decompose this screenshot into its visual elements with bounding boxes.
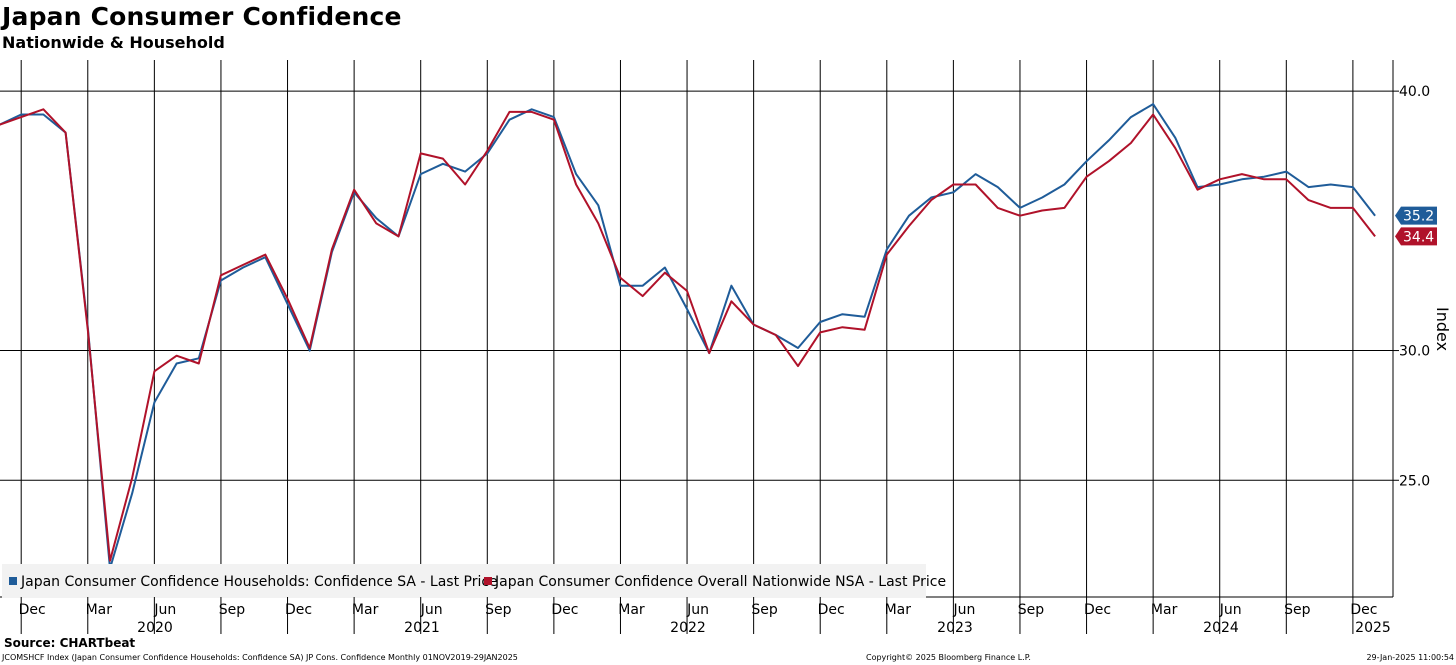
x-month-label: Mar: [618, 602, 645, 618]
x-axis-labels: Dec Mar Jun Sep Dec Mar Jun Sep Dec Mar Jun Sep Dec M…: [19, 597, 1391, 636]
x-month-label: Jun: [686, 602, 709, 618]
footer-copyright: Copyright© 2025 Bloomberg Finance L.P.: [866, 653, 1031, 662]
x-month-label: Jun: [153, 602, 176, 618]
last-value-labels: 35.2 34.4: [1395, 206, 1437, 246]
legend-swatch-nationwide: [484, 577, 492, 585]
legend-swatch-households: [9, 577, 17, 585]
x-year-label: 2020: [137, 620, 173, 636]
last-value-label: 34.4: [1403, 229, 1434, 245]
y-axis-label: Index: [1433, 307, 1452, 351]
x-month-label: Dec: [19, 602, 46, 618]
x-month-label: Dec: [1084, 602, 1111, 618]
last-value-label: 35.2: [1403, 209, 1434, 225]
x-month-label: Mar: [1151, 602, 1178, 618]
x-month-label: Sep: [751, 602, 778, 618]
x-year-label: 2021: [404, 620, 440, 636]
x-month-label: Sep: [1284, 602, 1311, 618]
horizontal-gridlines: [0, 90, 1393, 481]
x-month-label: Sep: [219, 602, 246, 618]
x-month-label: Dec: [285, 602, 312, 618]
legend-background: [2, 564, 926, 598]
x-month-label: Mar: [86, 602, 113, 618]
y-tick-label: 25.0: [1399, 473, 1430, 489]
y-axis-ticks: 25.0 30.0 40.0: [1393, 84, 1430, 489]
x-month-label: Dec: [551, 602, 578, 618]
x-month-label: Mar: [352, 602, 379, 618]
legend: Japan Consumer Confidence Households: Co…: [2, 564, 946, 598]
series-lines: [0, 103, 1376, 570]
series-line-0: [0, 103, 1376, 570]
x-month-label: Sep: [485, 602, 512, 618]
chart-title: Japan Consumer Confidence: [2, 2, 402, 31]
y-tick-label: 30.0: [1399, 344, 1430, 360]
vertical-gridlines: [20, 60, 1354, 597]
source-note: Source: CHARTbeat: [4, 636, 136, 650]
last-value-flag: [1395, 206, 1437, 225]
x-year-label: 2022: [670, 620, 706, 636]
x-month-label: Dec: [1350, 602, 1377, 618]
x-month-label: Dec: [818, 602, 845, 618]
x-month-label: Mar: [885, 602, 912, 618]
y-tick-label: 40.0: [1399, 84, 1430, 100]
chart-subtitle: Nationwide & Household: [2, 33, 225, 52]
x-month-label: Jun: [420, 602, 443, 618]
x-year-label: 2024: [1203, 620, 1239, 636]
x-year-label: 2023: [937, 620, 973, 636]
legend-label-households: Japan Consumer Confidence Households: Co…: [20, 574, 498, 590]
x-month-label: Jun: [952, 602, 975, 618]
footer-timestamp: 29-Jan-2025 11:00:54: [1366, 653, 1454, 662]
x-year-label: 2025: [1355, 620, 1391, 636]
series-line-1: [0, 108, 1376, 562]
last-value-flag: [1395, 227, 1437, 246]
footer-ticker-info: JCOMSHCF Index (Japan Consumer Confidenc…: [2, 653, 518, 662]
x-month-label: Sep: [1018, 602, 1045, 618]
x-month-label: Jun: [1219, 602, 1242, 618]
legend-label-nationwide: Japan Consumer Confidence Overall Nation…: [494, 574, 946, 590]
